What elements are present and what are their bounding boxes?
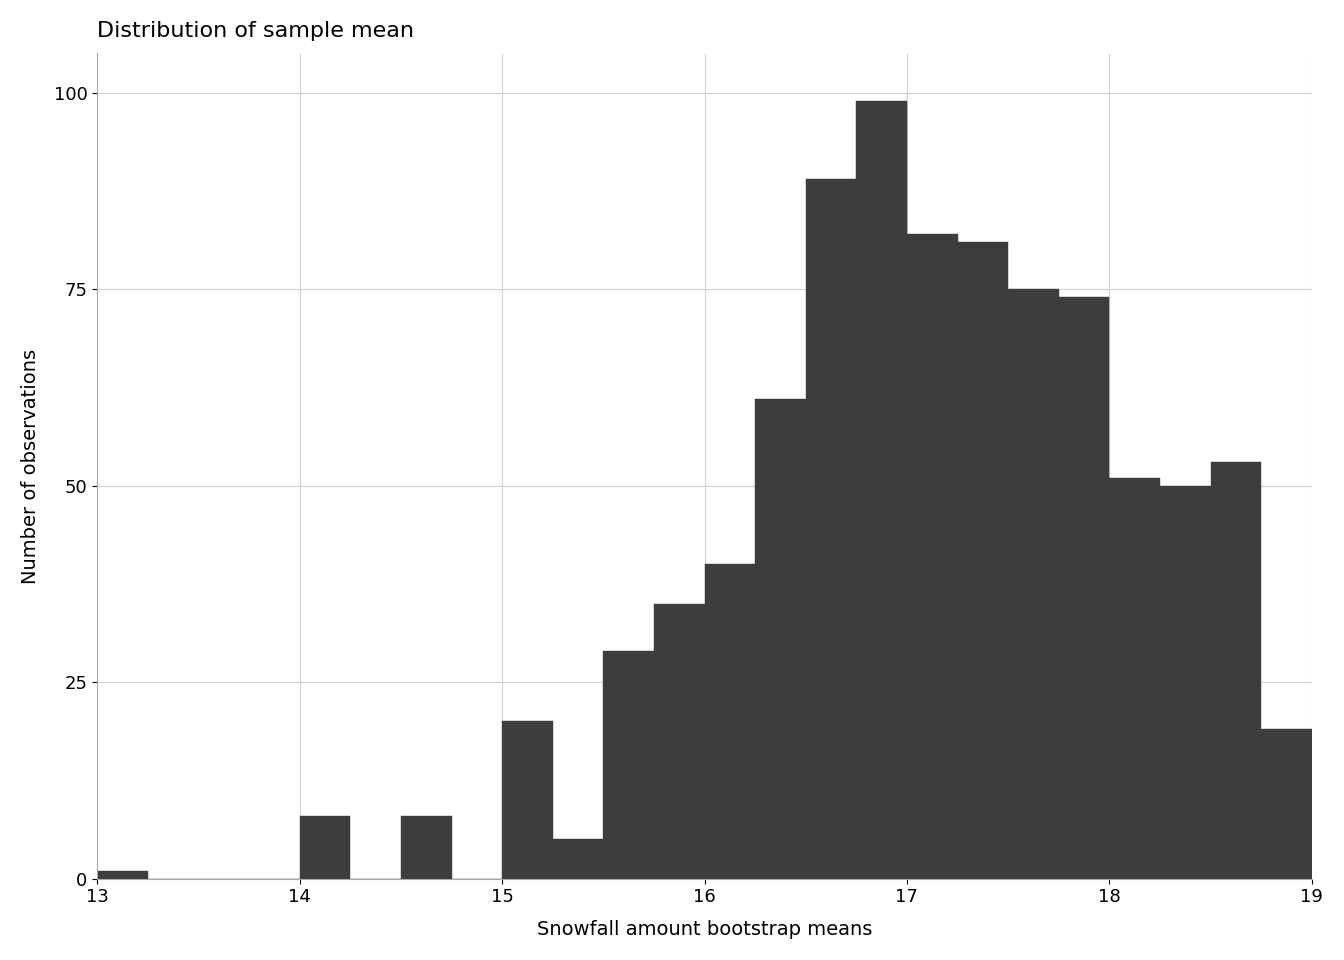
Bar [907,234,957,878]
Bar [1109,478,1160,878]
Bar [704,564,755,878]
Bar [401,816,452,878]
Bar [1008,289,1059,878]
Bar [856,101,907,878]
Bar [957,242,1008,878]
Text: Distribution of sample mean: Distribution of sample mean [97,21,414,41]
Bar [603,651,655,878]
Bar [805,180,856,878]
Bar [503,721,552,878]
Bar [755,399,805,878]
Bar [1211,462,1261,878]
Bar [300,816,351,878]
Bar [655,604,704,878]
Bar [1160,486,1211,878]
X-axis label: Snowfall amount bootstrap means: Snowfall amount bootstrap means [536,921,872,939]
Bar [1261,730,1312,878]
Bar [1059,297,1109,878]
Bar [552,839,603,878]
Bar [97,871,148,878]
Y-axis label: Number of observations: Number of observations [22,348,40,584]
